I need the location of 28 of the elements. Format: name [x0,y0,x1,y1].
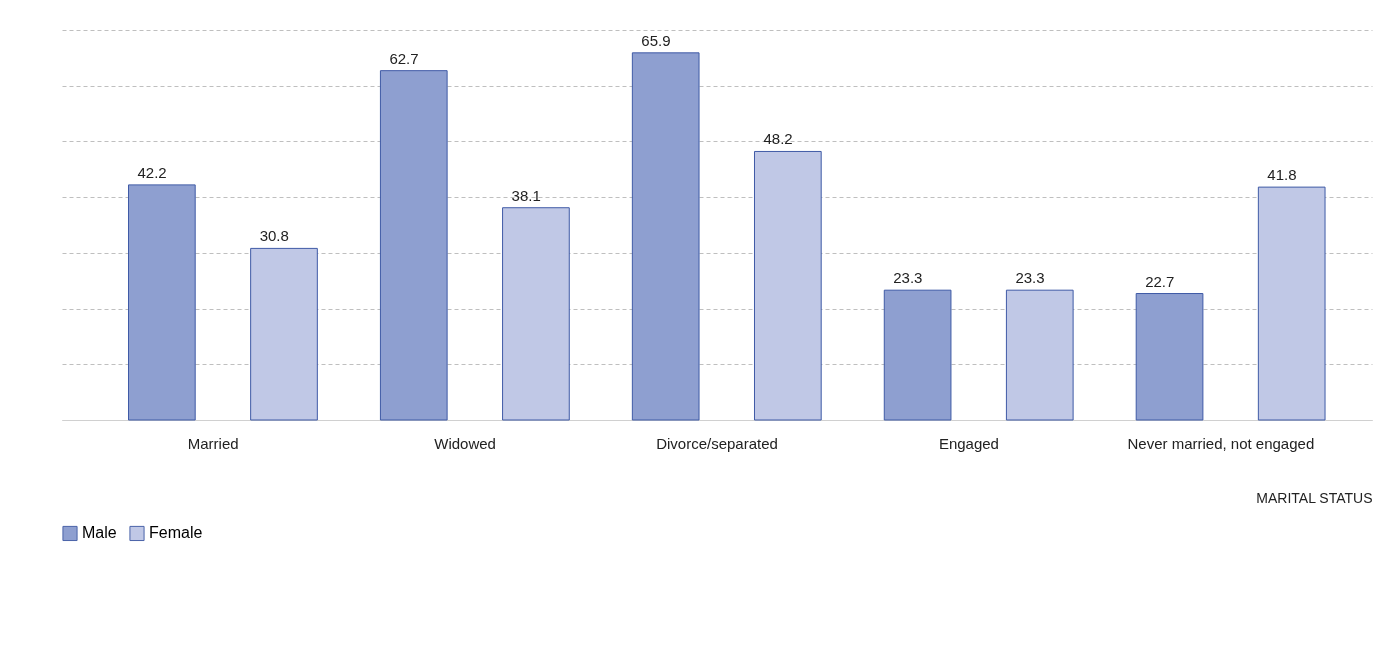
bar [128,184,196,421]
legend-label: Female [149,524,203,542]
data-label: 23.3 [893,269,923,287]
legend-label: Male [82,524,117,542]
bar [754,150,822,421]
x-tick-label: Never married, not engaged [1127,434,1315,452]
data-label: 38.1 [511,186,541,204]
bar [250,247,318,421]
bar [502,207,570,421]
data-label: 62.7 [389,49,419,67]
data-label: 41.8 [1267,166,1297,184]
bar [1257,186,1326,421]
bar [1135,293,1204,421]
bar [883,289,952,421]
data-label: 23.3 [1015,269,1045,287]
x-tick-label: Engaged [938,434,999,452]
x-axis-title: MARITAL STATUS [1256,489,1373,506]
x-tick-label: Widowed [434,434,496,452]
x-tick-label: Married [187,434,239,452]
bar [379,70,448,421]
data-label: 48.2 [763,130,793,148]
data-label: 22.7 [1145,272,1175,290]
data-label: 30.8 [259,227,289,245]
data-label: 42.2 [137,163,167,181]
x-tick-label: Divorce/separated [656,434,778,452]
bar [631,52,700,421]
bar [1005,289,1074,421]
data-label: 65.9 [641,31,671,49]
